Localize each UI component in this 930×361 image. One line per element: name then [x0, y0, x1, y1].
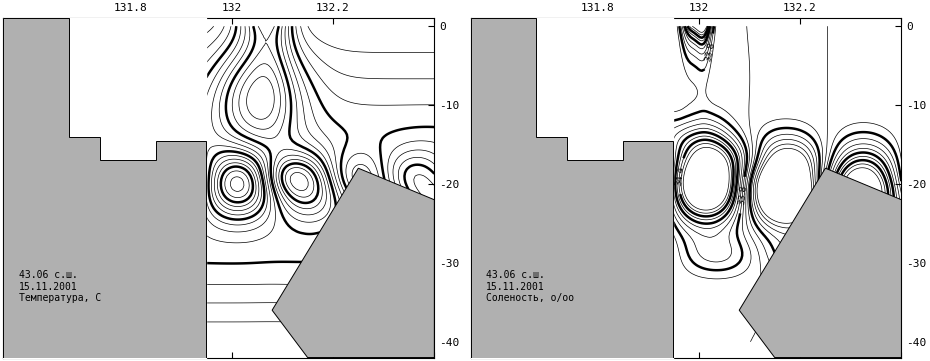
Text: 34.4: 34.4	[855, 208, 875, 218]
Text: 33.8: 33.8	[737, 185, 748, 206]
Text: 43.06 с.ш.
15.11.2001
Температура, С: 43.06 с.ш. 15.11.2001 Температура, С	[19, 270, 101, 303]
Polygon shape	[471, 18, 673, 357]
Text: 33.8: 33.8	[851, 232, 870, 254]
Text: 33.8: 33.8	[703, 41, 716, 62]
Polygon shape	[272, 168, 434, 357]
Polygon shape	[739, 168, 901, 357]
Polygon shape	[4, 18, 206, 357]
Text: 43.06 с.ш.
15.11.2001
Соленость, о/оо: 43.06 с.ш. 15.11.2001 Соленость, о/оо	[485, 270, 574, 303]
Text: 34.4: 34.4	[674, 166, 684, 186]
